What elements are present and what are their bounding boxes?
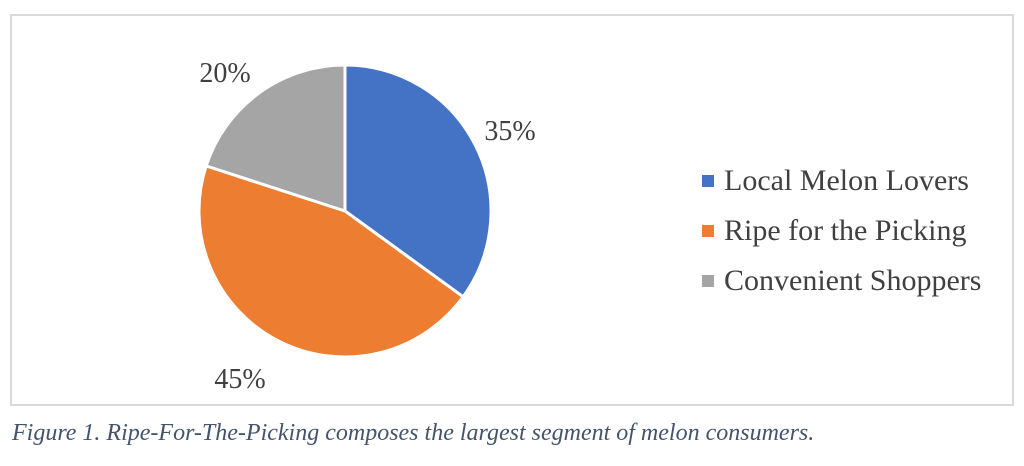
legend-swatch-local-melon-lovers bbox=[702, 175, 714, 187]
data-label-local-melon-lovers: 35% bbox=[484, 116, 535, 147]
legend-item-ripe-for-the-picking: Ripe for the Picking bbox=[702, 206, 1022, 256]
pie-slice-convenient-shoppers bbox=[204, 63, 347, 213]
pie-slice-local-melon-lovers bbox=[343, 63, 493, 299]
legend-item-local-melon-lovers: Local Melon Lovers bbox=[702, 156, 1022, 206]
legend-label-convenient-shoppers: Convenient Shoppers bbox=[724, 264, 982, 297]
legend-label-local-melon-lovers: Local Melon Lovers bbox=[724, 164, 969, 197]
pie-chart: 35% 45% 20% bbox=[197, 58, 536, 395]
legend-swatch-ripe-for-the-picking bbox=[702, 225, 714, 237]
pie-slice-ripe-for-the-picking bbox=[197, 164, 465, 359]
data-label-convenient-shoppers: 20% bbox=[199, 58, 250, 89]
chart-area: 35% 45% 20% Local Melon Lovers Ripe for th… bbox=[10, 14, 1014, 406]
legend-swatch-convenient-shoppers bbox=[702, 275, 714, 287]
legend-label-ripe-for-the-picking: Ripe for the Picking bbox=[724, 214, 967, 247]
legend: Local Melon Lovers Ripe for the Picking … bbox=[702, 156, 1022, 306]
figure-caption: Figure 1. Ripe-For-The-Picking composes … bbox=[12, 420, 815, 446]
data-label-ripe-for-the-picking: 45% bbox=[214, 364, 265, 395]
legend-item-convenient-shoppers: Convenient Shoppers bbox=[702, 256, 1022, 306]
